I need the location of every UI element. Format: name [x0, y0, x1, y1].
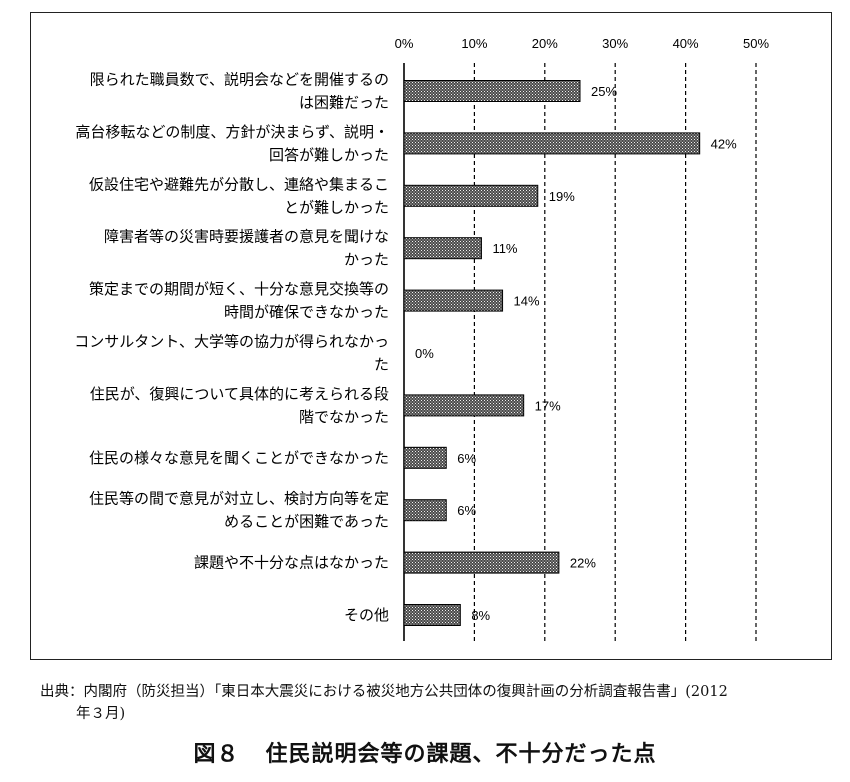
bar	[403, 237, 482, 260]
data-label: 11%	[492, 241, 517, 256]
category-label: 住民が、復興について具体的に考えられる段	[90, 385, 389, 403]
data-label: 6%	[457, 503, 476, 518]
category-label: かった	[344, 251, 389, 269]
bar	[403, 80, 581, 102]
x-tick-label: 10%	[461, 36, 487, 51]
data-label: 42%	[711, 136, 737, 151]
category-label: その他	[344, 606, 389, 624]
x-tick-label: 20%	[532, 36, 558, 51]
figure-title: 住民説明会等の課題、不十分だった点	[265, 742, 657, 767]
bar	[403, 184, 539, 207]
category-label: 高台移転などの制度、方針が決まらず、説明・	[75, 123, 389, 141]
bar-chart: 0% 10% 20% 30% 40% 50% 限られた職員数で、説明会などを開催するのは困…	[74, 36, 769, 641]
data-label: 8%	[471, 608, 490, 623]
bar	[403, 604, 461, 626]
category-label: 限られた職員数で、説明会などを開催するの	[90, 71, 389, 89]
bar	[403, 394, 525, 417]
data-label: 17%	[535, 398, 561, 413]
x-tick-label: 40%	[673, 36, 699, 51]
x-tick-label: 0%	[395, 36, 414, 51]
bar	[403, 499, 447, 522]
category-label: めることが困難であった	[224, 513, 389, 531]
figure-caption: 図８ 住民説明会等の課題、不十分だった点	[0, 736, 850, 768]
category-label: た	[374, 356, 389, 374]
source-note: 出典：内閣府（防災担当）「東日本大震災における被災地方公共団体の復興計画の分析調…	[40, 681, 830, 725]
x-tick-label: 50%	[743, 36, 769, 51]
source-line-2: 年３月)	[76, 706, 126, 722]
data-label: 19%	[549, 189, 575, 204]
category-label: 階でなかった	[299, 408, 389, 426]
figure-number: 図８	[193, 742, 240, 767]
chart-frame: 0% 10% 20% 30% 40% 50% 限られた職員数で、説明会などを開催するのは困…	[30, 12, 832, 660]
category-label: 住民等の間で意見が対立し、検討方向等を定	[89, 490, 389, 508]
category-label: とが難しかった	[284, 198, 389, 216]
category-label: コンサルタント、大学等の協力が得られなかっ	[74, 333, 389, 351]
bar	[403, 289, 504, 312]
category-label: 回答が難しかった	[269, 146, 389, 164]
data-label: 25%	[591, 84, 617, 99]
data-label: 0%	[415, 346, 434, 361]
source-line-1: 出典：内閣府（防災担当）「東日本大震災における被災地方公共団体の復興計画の分析調…	[40, 684, 728, 700]
category-label: 課題や不十分な点はなかった	[194, 554, 389, 572]
category-label: は困難だった	[299, 94, 389, 112]
category-label: 策定までの期間が短く、十分な意見交換等の	[89, 280, 389, 298]
bar	[403, 446, 447, 469]
bar	[403, 551, 560, 574]
data-label: 6%	[457, 451, 476, 466]
category-label: 住民の様々な意見を聞くことができなかった	[89, 449, 389, 467]
data-label: 14%	[514, 294, 540, 309]
category-label: 障害者等の災害時要援護者の意見を聞けな	[104, 228, 389, 246]
data-label: 22%	[570, 556, 596, 571]
bar	[403, 132, 701, 155]
category-label: 時間が確保できなかった	[224, 303, 389, 321]
x-tick-label: 30%	[602, 36, 628, 51]
category-label: 仮設住宅や避難先が分散し、連絡や集まるこ	[89, 175, 389, 193]
